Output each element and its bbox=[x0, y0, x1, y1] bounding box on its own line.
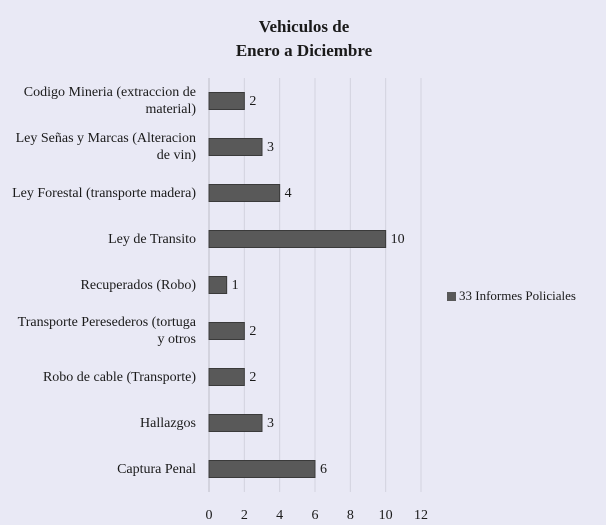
y-tick-label: Codigo Mineria (extraccion de material) bbox=[23, 85, 196, 117]
data-label: 1 bbox=[232, 278, 239, 293]
data-label: 6 bbox=[320, 462, 327, 477]
x-tick-label: 6 bbox=[312, 508, 319, 523]
bar bbox=[208, 460, 316, 478]
bar bbox=[208, 276, 228, 294]
bar bbox=[208, 230, 387, 248]
legend-swatch bbox=[447, 292, 456, 301]
y-tick-label: Transporte Peresederos (tortuga y otros bbox=[17, 315, 196, 347]
x-tick-label: 4 bbox=[276, 508, 283, 523]
bar bbox=[208, 368, 245, 386]
data-label: 2 bbox=[249, 324, 256, 339]
x-tick-label: 10 bbox=[379, 508, 393, 523]
y-tick-label: Recuperados (Robo) bbox=[80, 277, 196, 293]
y-tick-label: Ley de Transito bbox=[108, 231, 196, 247]
x-tick-label: 0 bbox=[206, 508, 213, 523]
bar bbox=[208, 184, 281, 202]
chart-title: Vehiculos de bbox=[259, 17, 350, 36]
bar bbox=[208, 414, 263, 432]
data-label: 2 bbox=[249, 370, 256, 385]
bar bbox=[208, 322, 245, 340]
x-tick-label: 2 bbox=[241, 508, 248, 523]
y-tick-label: Captura Penal bbox=[117, 461, 196, 477]
y-tick-label: Ley Forestal (transporte madera) bbox=[12, 185, 196, 201]
x-tick-label: 12 bbox=[414, 508, 428, 523]
x-tick-label: 8 bbox=[347, 508, 354, 523]
bar bbox=[208, 138, 263, 156]
data-label: 3 bbox=[267, 416, 274, 431]
chart-title: Enero a Diciembre bbox=[236, 41, 373, 60]
data-label: 3 bbox=[267, 140, 274, 155]
y-tick-label: Hallazgos bbox=[140, 415, 196, 431]
data-label: 10 bbox=[391, 232, 405, 247]
data-label: 4 bbox=[285, 186, 292, 201]
bar bbox=[208, 92, 245, 110]
legend-label: 33 Informes Policiales bbox=[459, 288, 576, 303]
y-tick-label: Ley Señas y Marcas (Alteracion de vin) bbox=[15, 131, 196, 163]
y-tick-label: Robo de cable (Transporte) bbox=[42, 369, 196, 385]
data-label: 2 bbox=[249, 94, 256, 109]
